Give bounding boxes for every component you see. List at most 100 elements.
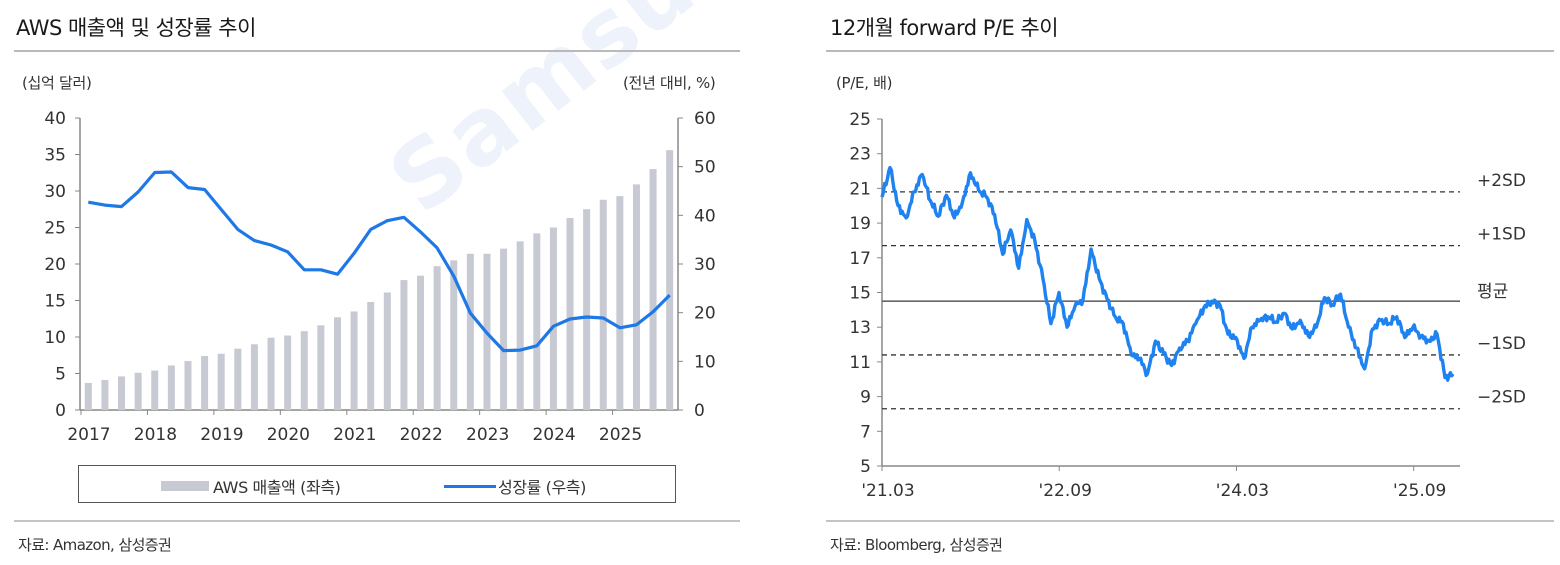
legend-label: AWS 매출액 (좌측) bbox=[213, 478, 341, 497]
y-tick-label-right: 40 bbox=[694, 206, 716, 226]
y-tick-label: 11 bbox=[849, 353, 871, 373]
y-tick-label-left: 5 bbox=[55, 365, 66, 385]
y-tick-label-left: 35 bbox=[44, 146, 66, 166]
y-tick-label-right: 10 bbox=[694, 352, 716, 372]
y-tick-label-left: 0 bbox=[55, 401, 66, 421]
revenue-bar bbox=[383, 292, 391, 410]
revenue-bar bbox=[317, 325, 325, 410]
revenue-bar bbox=[599, 199, 607, 410]
revenue-bar bbox=[649, 169, 657, 410]
y-tick-label: 9 bbox=[860, 388, 871, 408]
revenue-bar bbox=[134, 372, 142, 410]
revenue-bar bbox=[151, 370, 159, 410]
revenue-bar bbox=[450, 260, 458, 410]
y-tick-label-right: 60 bbox=[694, 109, 716, 129]
revenue-bar bbox=[267, 337, 275, 410]
x-tick-label: 2022 bbox=[400, 425, 443, 445]
x-tick-label: 2021 bbox=[333, 425, 376, 445]
revenue-bar bbox=[583, 209, 591, 410]
revenue-bar bbox=[616, 196, 624, 410]
revenue-bar bbox=[367, 301, 375, 410]
pe-line bbox=[880, 165, 1455, 382]
x-tick-label: '24.03 bbox=[1216, 481, 1269, 501]
chart-title: AWS 매출액 및 성장률 추이 bbox=[16, 16, 256, 40]
growth-line bbox=[88, 170, 671, 353]
revenue-bar bbox=[118, 376, 126, 410]
y-tick-label-left: 20 bbox=[44, 255, 66, 275]
legend-bar-swatch bbox=[161, 481, 209, 491]
x-tick-label: 2024 bbox=[532, 425, 575, 445]
aws-revenue-panel: AWS 매출액 및 성장률 추이 (십억 달러) (전년 대비, %) 0 5 10… bbox=[0, 0, 760, 565]
y-tick-label-left: 10 bbox=[44, 328, 66, 348]
y-tick-label: 5 bbox=[860, 457, 871, 477]
revenue-bar bbox=[201, 355, 209, 410]
x-tick-label: 2025 bbox=[599, 425, 642, 445]
reference-label: +1SD bbox=[1477, 225, 1526, 245]
y-tick-label-right: 0 bbox=[694, 401, 705, 421]
x-tick-label: 2018 bbox=[134, 425, 177, 445]
title-divider bbox=[14, 50, 740, 52]
y-tick-label: 25 bbox=[849, 110, 871, 130]
axis-unit: (P/E, 배) bbox=[836, 74, 893, 92]
right-axis-unit: (전년 대비, %) bbox=[623, 74, 716, 92]
revenue-bar bbox=[234, 348, 242, 410]
revenue-bar bbox=[167, 365, 175, 410]
revenue-bar bbox=[632, 184, 640, 410]
revenue-bar bbox=[184, 361, 192, 410]
chart-title: 12개월 forward P/E 추이 bbox=[830, 16, 1059, 40]
x-tick-label: 2023 bbox=[466, 425, 509, 445]
legend: AWS 매출액 (좌측) 성장률 (우측) bbox=[78, 465, 676, 503]
revenue-bar bbox=[250, 344, 258, 410]
revenue-bar bbox=[101, 380, 109, 410]
reference-label: +2SD bbox=[1477, 171, 1526, 191]
revenue-bar bbox=[300, 331, 308, 410]
y-tick-label: 15 bbox=[849, 284, 871, 304]
y-tick-label-right: 20 bbox=[694, 304, 716, 324]
revenue-bar bbox=[516, 241, 524, 410]
legend-item-revenue: AWS 매출액 (좌측) bbox=[161, 474, 341, 498]
y-tick-label-left: 15 bbox=[44, 292, 66, 312]
x-tick-label: '22.09 bbox=[1039, 481, 1092, 501]
source-divider bbox=[826, 520, 1554, 522]
y-tick-label: 17 bbox=[849, 249, 871, 269]
reference-label: −2SD bbox=[1477, 388, 1526, 408]
x-tick-label: '21.03 bbox=[861, 481, 914, 501]
source-divider bbox=[14, 520, 740, 522]
x-tick-label: 2017 bbox=[67, 425, 110, 445]
y-tick-label-left: 25 bbox=[44, 219, 66, 239]
x-tick-label: 2020 bbox=[267, 425, 310, 445]
revenue-bar bbox=[417, 275, 425, 410]
revenue-bar bbox=[350, 311, 358, 410]
revenue-bar bbox=[433, 266, 441, 410]
revenue-bar bbox=[500, 248, 508, 410]
revenue-bar bbox=[84, 382, 92, 410]
y-tick-label-left: 30 bbox=[44, 182, 66, 202]
revenue-bar bbox=[400, 280, 408, 410]
reference-label: −1SD bbox=[1477, 334, 1526, 354]
revenue-bar bbox=[333, 317, 341, 410]
revenue-bar bbox=[566, 218, 574, 410]
title-divider bbox=[826, 50, 1554, 52]
y-tick-label: 23 bbox=[849, 145, 871, 165]
revenue-bar bbox=[666, 150, 674, 410]
source-note: 자료: Amazon, 삼성증권 bbox=[18, 536, 172, 554]
legend-line-swatch bbox=[444, 484, 496, 488]
y-tick-label: 21 bbox=[849, 179, 871, 199]
pe-panel: 12개월 forward P/E 추이 (P/E, 배) 5 7 9 11 13 15 17… bbox=[820, 0, 1560, 565]
y-tick-label-right: 50 bbox=[694, 158, 716, 178]
source-note: 자료: Bloomberg, 삼성증권 bbox=[830, 536, 1003, 554]
revenue-bar bbox=[466, 253, 474, 410]
x-tick-label: 2019 bbox=[200, 425, 243, 445]
y-tick-label: 19 bbox=[849, 214, 871, 234]
revenue-bar bbox=[533, 233, 541, 410]
pe-chart-svg: 5 7 9 11 13 15 17 19 21 23 25 '21.03 '22.09 '24.03 '25… bbox=[849, 110, 1526, 501]
legend-item-growth: 성장률 (우측) bbox=[444, 474, 586, 498]
y-tick-label: 7 bbox=[860, 422, 871, 442]
y-tick-label: 13 bbox=[849, 318, 871, 338]
y-tick-label-right: 30 bbox=[694, 255, 716, 275]
reference-label: 평균 bbox=[1477, 282, 1508, 302]
revenue-bar bbox=[217, 353, 225, 410]
y-tick-label-left: 40 bbox=[44, 109, 66, 129]
left-axis-unit: (십억 달러) bbox=[22, 74, 92, 92]
